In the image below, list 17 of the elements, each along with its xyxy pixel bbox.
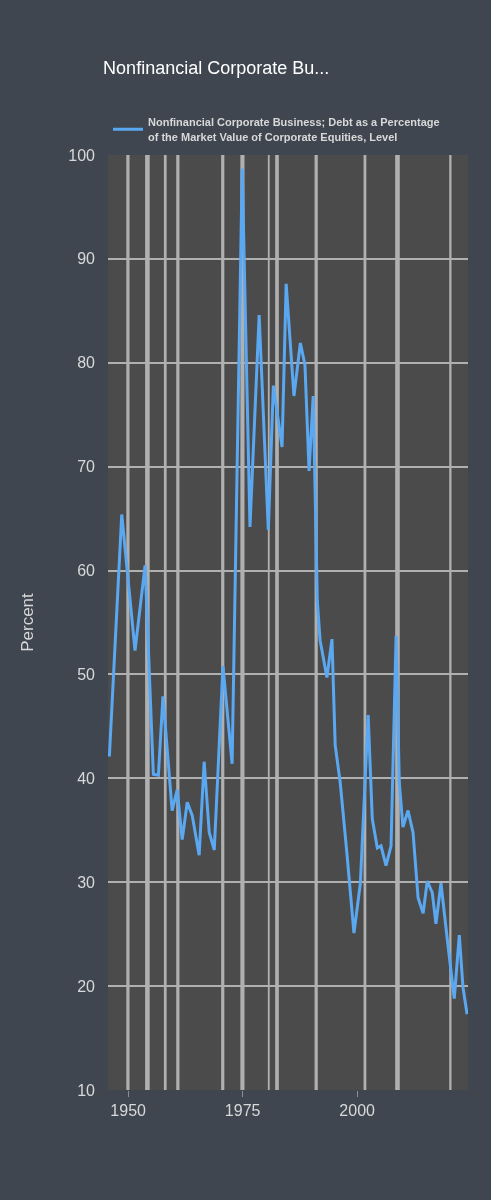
y-tick-label: 90 [77, 250, 96, 268]
y-tick-label: 70 [77, 458, 96, 476]
y-tick-label: 100 [68, 146, 96, 164]
line-series [108, 167, 468, 1016]
x-tick-label: 2000 [339, 1102, 376, 1120]
legend-label: Nonfinancial Corporate Business; Debt as a Percentage of the Market Value of Corporate Equities, Level [148, 116, 440, 143]
y-tick-label: 40 [77, 769, 96, 787]
x-tick-label: 1950 [110, 1102, 147, 1120]
chart-title: Nonfinancial Corporate Bu... [103, 57, 330, 78]
y-tick-label: 60 [77, 562, 96, 580]
x-tick-label: 1975 [224, 1102, 261, 1120]
y-tick-label: 10 [77, 1081, 96, 1099]
y-tick-label: 30 [77, 873, 96, 891]
y-tick-label: 20 [77, 977, 96, 995]
y-tick-label: 80 [77, 354, 96, 372]
y-tick-label: 50 [77, 666, 96, 684]
y-axis-title: Percent [17, 592, 37, 652]
